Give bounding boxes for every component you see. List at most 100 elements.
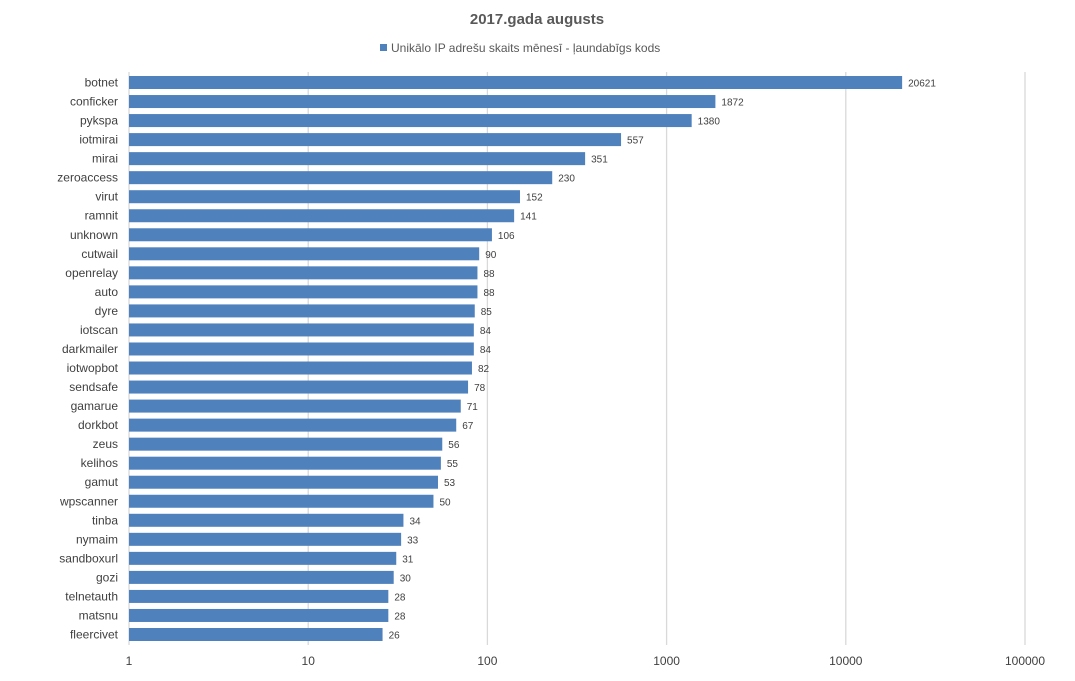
data-label: 82 xyxy=(478,364,490,375)
bar-mirai xyxy=(129,152,586,166)
data-label: 78 xyxy=(474,383,486,394)
data-label: 50 xyxy=(439,497,451,508)
data-label: 28 xyxy=(394,592,406,603)
category-label: matsnu xyxy=(79,608,118,622)
data-label: 230 xyxy=(558,174,575,185)
bar-virut xyxy=(129,190,520,204)
category-label: gamut xyxy=(85,475,119,489)
category-label: ramnit xyxy=(85,209,119,223)
category-label: iotmirai xyxy=(79,133,118,147)
category-label: dyre xyxy=(95,304,119,318)
bar-fleercivet xyxy=(129,628,383,641)
category-label: iotscan xyxy=(80,323,118,337)
data-label: 33 xyxy=(407,535,419,546)
bar-pykspa xyxy=(129,114,692,128)
bar-zeroaccess xyxy=(129,171,553,185)
bar-dorkbot xyxy=(129,418,457,432)
bar-gamut xyxy=(129,475,438,489)
category-label: virut xyxy=(95,190,118,204)
bar-nymaim xyxy=(129,532,402,546)
data-label: 351 xyxy=(591,155,608,166)
x-tick-label: 1 xyxy=(126,654,133,668)
x-tick-label: 10 xyxy=(302,654,316,668)
bar-zeus xyxy=(129,437,443,451)
data-label: 30 xyxy=(400,573,412,584)
category-label: gozi xyxy=(96,570,118,584)
category-label: zeroaccess xyxy=(57,171,118,185)
bar-tinba xyxy=(129,513,404,527)
gridlines xyxy=(128,72,1026,645)
category-label: cutwail xyxy=(81,247,118,261)
bar-gozi xyxy=(129,570,394,584)
category-label: unknown xyxy=(70,228,118,242)
category-label: conficker xyxy=(70,95,118,109)
x-tick-label: 100 xyxy=(477,654,497,668)
bar-sandboxurl xyxy=(129,551,397,565)
bar-wpscanner xyxy=(129,494,434,508)
data-label: 20621 xyxy=(908,79,936,90)
bar-auto xyxy=(129,285,478,299)
category-label: sendsafe xyxy=(69,380,118,394)
data-label: 56 xyxy=(448,440,460,451)
category-label: auto xyxy=(95,285,119,299)
data-label: 88 xyxy=(483,288,495,299)
data-label: 34 xyxy=(409,516,421,527)
data-label: 84 xyxy=(480,345,492,356)
bar-botnet xyxy=(129,76,903,89)
data-label: 84 xyxy=(480,326,492,337)
data-label: 26 xyxy=(389,631,401,642)
category-label: kelihos xyxy=(81,456,118,470)
data-label: 55 xyxy=(447,459,459,470)
x-tick-label: 10000 xyxy=(829,654,863,668)
category-label: sandboxurl xyxy=(59,551,118,565)
data-label: 31 xyxy=(402,554,414,565)
category-label: wpscanner xyxy=(59,494,118,508)
data-label: 85 xyxy=(481,307,493,318)
data-label: 1380 xyxy=(698,117,721,128)
bar-conficker xyxy=(129,95,716,109)
bar-ramnit xyxy=(129,209,515,223)
category-label: zeus xyxy=(93,437,118,451)
x-tick-label: 100000 xyxy=(1005,654,1045,668)
category-label: openrelay xyxy=(65,266,118,280)
bar-iotscan xyxy=(129,323,474,337)
data-label: 90 xyxy=(485,250,497,261)
bar-telnetauth xyxy=(129,589,389,603)
legend-swatch xyxy=(380,44,387,51)
category-label: dorkbot xyxy=(78,418,119,432)
category-label: pykspa xyxy=(80,114,118,128)
category-label: botnet xyxy=(85,76,119,90)
data-label: 141 xyxy=(520,212,537,223)
legend: Unikālo IP adrešu skaits mēnesī - ļaunda… xyxy=(380,41,660,55)
category-label: tinba xyxy=(92,513,118,527)
data-label: 88 xyxy=(483,269,495,280)
chart-title: 2017.gada augusts xyxy=(470,11,604,28)
category-label: telnetauth xyxy=(65,589,118,603)
bar-darkmailer xyxy=(129,342,474,356)
legend-label: Unikālo IP adrešu skaits mēnesī - ļaunda… xyxy=(391,41,660,55)
category-labels: botnet conficker pykspa iotmirai mirai zeroac… xyxy=(57,76,118,642)
category-label: fleercivet xyxy=(70,628,119,642)
data-label: 557 xyxy=(627,136,644,147)
data-label: 67 xyxy=(462,421,474,432)
bar-sendsafe xyxy=(129,380,469,394)
data-label: 28 xyxy=(394,611,406,622)
data-label: 106 xyxy=(498,231,515,242)
bar-cutwail xyxy=(129,247,480,261)
bar-dyre xyxy=(129,304,475,318)
bar-iotwopbot xyxy=(129,361,472,375)
data-label: 1872 xyxy=(721,98,744,109)
category-label: iotwopbot xyxy=(67,361,119,375)
x-tick-label: 1000 xyxy=(653,654,680,668)
bar-matsnu xyxy=(129,608,389,622)
category-label: darkmailer xyxy=(62,342,118,356)
category-label: nymaim xyxy=(76,532,118,546)
category-label: gamarue xyxy=(71,399,119,413)
bar-kelihos xyxy=(129,456,441,470)
bars xyxy=(129,76,903,641)
category-label: mirai xyxy=(92,152,118,166)
data-label: 71 xyxy=(467,402,479,413)
bar-unknown xyxy=(129,228,492,242)
